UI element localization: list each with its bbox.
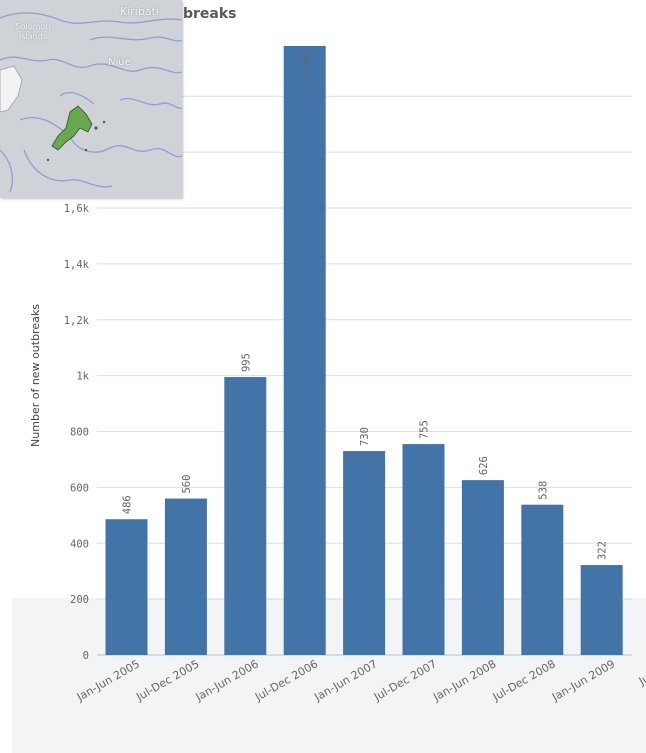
y-tick-label: 400 [70, 538, 89, 550]
data-label: 560 [181, 475, 193, 494]
y-axis-title: Number of new outbreaks [29, 304, 42, 447]
x-tick-label: Jan-Jun 2009 [549, 657, 617, 704]
data-label: 626 [478, 456, 490, 475]
data-label: 486 [122, 495, 134, 514]
map-label-niue: Niue [108, 57, 131, 68]
bar[interactable] [283, 46, 326, 655]
x-tick-label: Jan-Jun 2005 [74, 657, 142, 704]
map-thumbnail[interactable]: Kiribati Solomon Islands Niue [0, 0, 182, 198]
y-tick-label: 800 [70, 427, 89, 439]
y-tick-label: 1,4k [64, 259, 90, 271]
bar[interactable] [580, 565, 623, 655]
x-tick-label: Jul-Dec 2007 [371, 657, 439, 704]
bar[interactable] [402, 444, 445, 655]
y-tick-label: 0 [83, 650, 89, 662]
map-label-kiribati: Kiribati [120, 5, 159, 18]
bar[interactable] [164, 498, 207, 655]
x-tick-label: Jul-Dec 2006 [252, 657, 320, 704]
x-tick-label: Jul-Dec [636, 657, 646, 688]
chart-title: breaks [183, 6, 237, 22]
data-label: 995 [240, 353, 252, 372]
data-label: 2.18k [300, 51, 312, 83]
x-tick-label: Jan-Jun 2006 [193, 657, 261, 704]
data-label: 538 [537, 481, 549, 500]
bar[interactable] [343, 451, 386, 655]
x-tick-label: Jan-Jun 2008 [430, 657, 498, 704]
x-tick-label: Jan-Jun 2007 [311, 657, 379, 704]
bar[interactable] [461, 480, 504, 655]
map-label-solomon-islands: Solomon Islands [15, 22, 51, 41]
data-label: 322 [597, 541, 609, 560]
bar[interactable] [105, 519, 148, 655]
x-tick-label: Jul-Dec 2008 [490, 657, 558, 704]
data-label: 755 [419, 420, 431, 439]
y-tick-label: 600 [70, 482, 89, 494]
bar[interactable] [224, 377, 267, 655]
y-tick-label: 1,6k [64, 203, 90, 215]
y-tick-label: 200 [70, 594, 89, 606]
bar[interactable] [521, 504, 564, 655]
map-graphic [0, 0, 182, 198]
y-tick-label: 1,2k [64, 315, 90, 327]
x-tick-label: Jul-Dec 2005 [133, 657, 201, 704]
data-label: 730 [359, 427, 371, 446]
y-tick-label: 1k [76, 371, 89, 383]
